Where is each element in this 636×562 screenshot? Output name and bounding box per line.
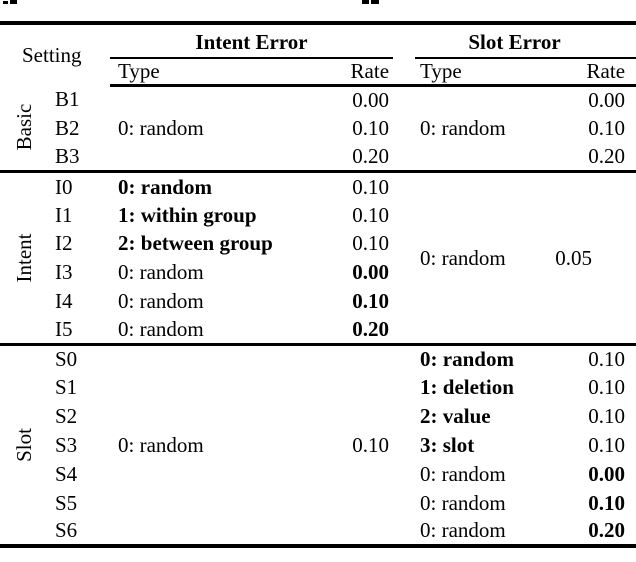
group-label-slot-text: Slot [11,427,36,462]
setting-id-cell: I4 [55,288,73,313]
table-row-s6: S6 0: random 0.20 [0,517,636,546]
slot-type-cell: 0: random [393,169,521,345]
group-label-slot: Slot [0,342,48,546]
table-row-i3: I3 0: random 0.00 [0,258,636,287]
table-row-s3: S3 3: slot 0.10 [0,431,636,460]
intent-type-cell: 1: within group [118,202,257,227]
setting-id-cell: B2 [55,116,80,141]
slot-rate-cell: 0.10 [588,375,626,400]
slot-rate-cell: 0.00 [588,88,626,113]
slot-error-rule [415,57,636,59]
table-row-i0: Intent I0 0: random 0.10 0: random 0.05 [0,169,636,345]
table-row-i1: I1 1: within group 0.10 [0,200,636,229]
table-row-i4: I4 0: random 0.10 [0,287,636,316]
intent-type-cell: 0: random [118,288,204,313]
slot-rate-cell: 0.10 [520,342,636,373]
slot-type-cell: 1: deletion [420,375,514,400]
cropped-text-fragment [10,0,17,4]
slot-rate-cell: 0.10 [588,432,626,457]
setting-id-cell: S1 [55,375,78,400]
intent-rate-cell: 0.10 [296,342,394,546]
slot-rate-cell: 0.10 [588,404,626,429]
col-group-intent-error: Intent Error [110,23,394,59]
intent-rate-cell: 0.00 [352,260,390,285]
setting-id-cell: S2 [55,404,78,429]
slot-error-label: Slot Error [468,29,561,54]
table-row-s2: S2 2: value 0.10 [0,402,636,431]
intent-type-cell: 2: between group [118,231,273,256]
setting-id-cell: I1 [55,202,73,227]
setting-id-cell: S4 [55,461,78,486]
slot-type-cell: 0: random [420,116,506,141]
col-header-intent-type: Type [110,59,297,87]
intent-type-cell: 0: random [118,317,204,341]
table-row-b2: B2 0.10 0.10 [0,114,636,143]
slot-rate-cell: 0.20 [588,144,626,169]
slot-type-cell: 0: random [420,461,506,486]
slot-rate-cell: 0.10 [588,116,626,141]
table-row-i2: I2 2: between group 0.10 [0,229,636,258]
intent-error-rule [110,57,394,59]
cropped-text-fragment [371,0,379,4]
intent-rate-cell: 0.10 [352,116,390,141]
slot-type-cell: 3: slot [420,432,475,457]
slot-type-cell: 0: random [420,490,506,515]
intent-rate-cell: 0.20 [352,317,390,341]
setting-id-cell: I2 [55,231,73,256]
slot-rate-cell: 0.05 [520,169,636,345]
intent-rate-cell: 0.10 [352,288,390,313]
header-row-subcolumns: Type Rate Type Rate [0,59,636,87]
group-label-intent-text: Intent [11,233,36,283]
intent-rate-cell: 0.10 [352,202,390,227]
setting-id-cell: S0 [48,342,111,373]
setting-id-cell: B1 [55,87,80,112]
table-row-i5: I5 0: random 0.20 [0,315,636,344]
setting-id-cell: S3 [55,432,78,457]
group-label-basic: Basic [0,85,48,171]
col-header-intent-rate: Rate [296,59,394,87]
table-row-b1: Basic B1 0: random 0.00 0: random 0.00 [0,85,636,150]
intent-type-cell: 0: random [118,116,204,141]
header-row-groups: Setting Intent Error Slot Error [0,23,636,66]
table-row-b3: B3 0.20 0.20 [0,143,636,172]
col-group-slot-error: Slot Error [393,23,636,59]
intent-type-cell: 0: random [110,342,297,546]
table-row-s1: S1 1: deletion 0.10 [0,373,636,402]
slot-type-cell: 0: random [420,518,506,543]
setting-id-cell: I0 [48,169,111,201]
col-header-slot-type: Type [393,59,521,87]
setting-id-cell: B3 [55,144,80,169]
col-header-slot-rate: Rate [520,59,636,87]
slot-type-cell: 2: value [420,404,491,429]
intent-rate-cell: 0.20 [352,144,390,169]
intent-type-cell: 0: random [110,169,297,201]
error-settings-table: Setting Intent Error Slot Error Type Rat… [0,21,636,548]
group-label-intent: Intent [0,169,48,345]
slot-rate-cell: 0.10 [588,490,626,515]
slot-type-cell: 0: random [393,342,521,373]
intent-error-label: Intent Error [195,29,308,54]
setting-id-cell: I5 [55,317,73,341]
intent-rate-cell: 0.10 [296,169,394,201]
slot-rate-cell: 0.00 [588,461,626,486]
col-header-setting: Setting [22,42,82,67]
table-row-s0: Slot S0 0: random 0.10 0: random 0.10 [0,342,636,546]
intent-rate-cell: 0.00 [352,88,390,113]
intent-type-cell: 0: random [118,260,204,285]
cropped-text-fragment [362,0,369,4]
setting-id-cell: S6 [55,518,78,543]
table-row-s4: S4 0: random 0.00 [0,459,636,488]
group-label-basic-text: Basic [11,104,36,151]
table-row-s5: S5 0: random 0.10 [0,488,636,517]
setting-id-cell: S5 [55,490,78,515]
setting-id-cell: I3 [55,260,73,285]
cropped-text-fragment [3,1,8,4]
intent-rate-cell: 0.10 [352,231,390,256]
slot-rate-cell: 0.20 [588,518,626,543]
